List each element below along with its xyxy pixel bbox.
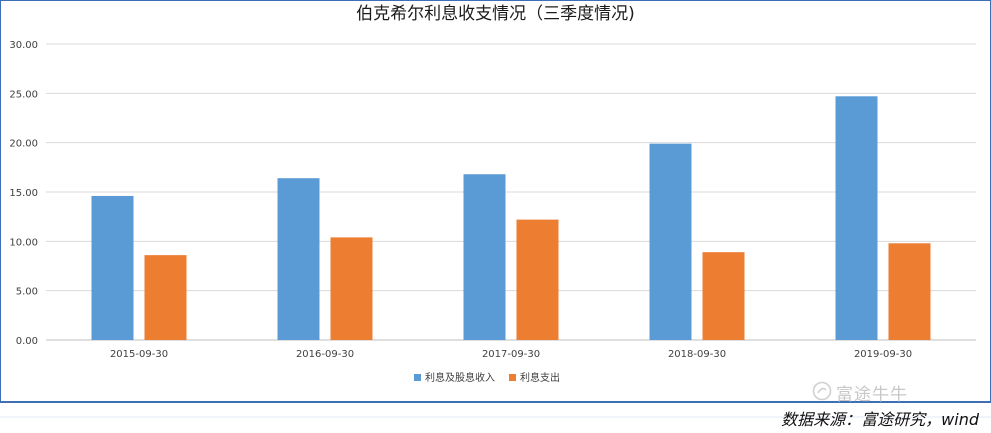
y-tick-label: 25.00 [9, 89, 38, 100]
bar-expense [144, 255, 187, 340]
y-tick-label: 5.00 [16, 287, 38, 298]
legend-swatch [509, 374, 516, 381]
y-tick-label: 20.00 [9, 139, 38, 150]
x-tick-label: 2016-09-30 [296, 349, 354, 360]
bars [91, 96, 931, 340]
legend-swatch [414, 374, 421, 381]
x-tick-label: 2019-09-30 [854, 349, 912, 360]
bar-expense [888, 243, 931, 340]
y-axis-ticks: 0.00 5.00 10.00 15.00 20.00 25.00 30.00 [9, 40, 38, 347]
watermark-text: 富途牛牛 [836, 385, 908, 405]
y-tick-label: 30.00 [9, 40, 38, 51]
bar-expense [516, 219, 559, 340]
bar-income [277, 178, 320, 340]
chart-title: 伯克希尔利息收支情况（三季度情况) [0, 0, 991, 28]
gridlines [46, 43, 976, 341]
y-tick-label: 0.00 [16, 336, 38, 347]
bar-income [463, 174, 506, 340]
legend-label: 利息及股息收入 [425, 371, 495, 384]
data-source-note: 数据来源：富途研究，wind [781, 410, 979, 429]
bar-income [835, 96, 878, 340]
chart-area: 0.00 5.00 10.00 15.00 20.00 25.00 30.00 2015-0… [0, 27, 991, 401]
legend: 利息及股息收入 利息支出 [414, 371, 560, 384]
x-tick-label: 2018-09-30 [668, 349, 726, 360]
y-tick-label: 10.00 [9, 237, 38, 248]
bar-income [649, 143, 692, 340]
bar-chart: 0.00 5.00 10.00 15.00 20.00 25.00 30.00 2015-0… [9, 40, 976, 384]
bottom-divider [0, 401, 991, 403]
x-tick-label: 2015-09-30 [110, 349, 168, 360]
bar-expense [702, 252, 745, 340]
x-axis-ticks: 2015-09-30 2016-09-30 2017-09-30 2018-09-30… [110, 349, 912, 360]
x-tick-label: 2017-09-30 [482, 349, 540, 360]
bar-expense [330, 237, 373, 340]
bottom-grid-decoration [0, 416, 991, 418]
bar-income [91, 195, 134, 340]
y-tick-label: 15.00 [9, 188, 38, 199]
futu-logo-icon [812, 381, 832, 401]
legend-label: 利息支出 [520, 371, 560, 384]
